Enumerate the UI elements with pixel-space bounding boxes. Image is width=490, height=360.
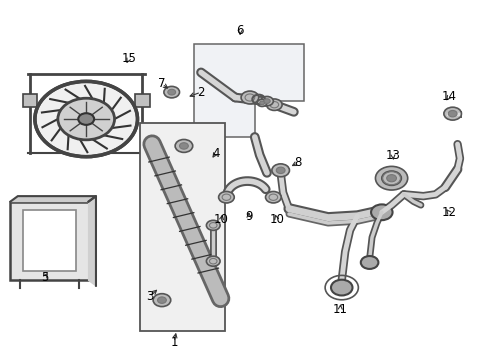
Circle shape [371, 204, 392, 220]
Polygon shape [194, 44, 304, 137]
Text: 2: 2 [197, 86, 205, 99]
Circle shape [276, 167, 285, 174]
Text: 4: 4 [212, 147, 220, 159]
Circle shape [267, 99, 282, 111]
Circle shape [158, 297, 166, 303]
Text: 11: 11 [333, 303, 348, 316]
Bar [135, 94, 150, 107]
Circle shape [361, 256, 378, 269]
Circle shape [448, 111, 457, 117]
Circle shape [179, 143, 188, 149]
Circle shape [175, 139, 193, 152]
Circle shape [241, 91, 259, 104]
Text: 1: 1 [171, 336, 178, 348]
Circle shape [206, 256, 220, 266]
Circle shape [260, 101, 265, 105]
Circle shape [257, 99, 267, 107]
Text: 15: 15 [121, 52, 136, 65]
Text: 5: 5 [41, 271, 49, 284]
Circle shape [444, 107, 462, 120]
Circle shape [261, 96, 273, 106]
Circle shape [375, 166, 408, 190]
Circle shape [264, 99, 270, 103]
Circle shape [382, 171, 401, 185]
Circle shape [219, 192, 234, 203]
Text: 3: 3 [146, 290, 153, 303]
Circle shape [387, 175, 396, 182]
Circle shape [78, 113, 94, 125]
Circle shape [35, 81, 138, 157]
Circle shape [331, 280, 352, 296]
Bar [10, 202, 89, 280]
Text: 9: 9 [245, 210, 253, 223]
Circle shape [272, 164, 290, 177]
Polygon shape [89, 196, 96, 286]
Circle shape [153, 294, 171, 307]
Circle shape [168, 89, 175, 95]
Text: 8: 8 [294, 156, 301, 169]
Text: 14: 14 [442, 90, 457, 103]
Text: 6: 6 [236, 24, 244, 37]
Text: 10: 10 [270, 213, 284, 226]
Circle shape [58, 98, 115, 140]
Bar [23, 211, 76, 271]
Polygon shape [10, 196, 96, 202]
Circle shape [266, 192, 281, 203]
Text: 12: 12 [442, 207, 457, 220]
Circle shape [206, 220, 220, 230]
Text: 13: 13 [386, 149, 400, 162]
Bar [140, 123, 225, 330]
Text: 7: 7 [158, 77, 166, 90]
Circle shape [164, 86, 179, 98]
Text: 10: 10 [214, 213, 229, 226]
Bar [23, 94, 37, 107]
